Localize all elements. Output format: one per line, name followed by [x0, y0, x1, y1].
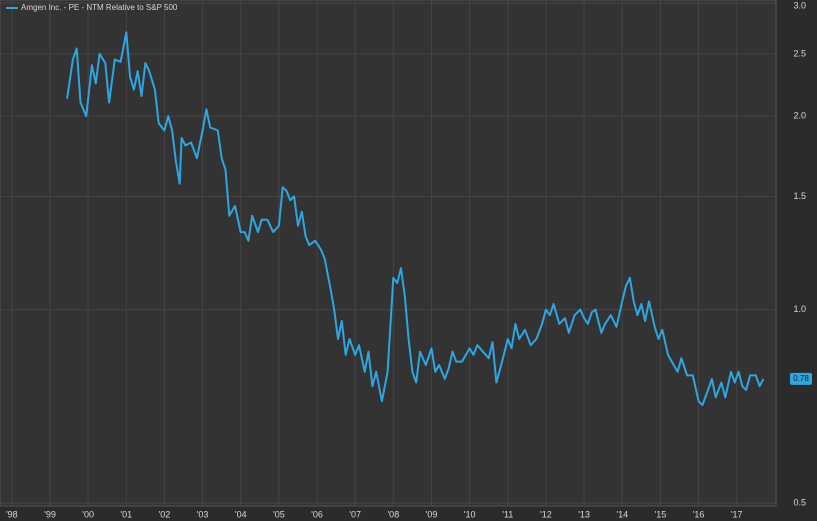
x-tick-label: '15 — [655, 509, 667, 519]
x-tick-label: '11 — [502, 509, 513, 519]
x-tick-label: '00 — [82, 509, 94, 519]
last-value-label: 0.78 — [793, 374, 809, 383]
x-tick-label: '05 — [273, 509, 285, 519]
x-tick-label: '06 — [311, 509, 323, 519]
grid — [0, 0, 776, 506]
last-value-badge — [790, 372, 812, 385]
x-tick-label: '10 — [464, 509, 476, 519]
x-tick-label: '04 — [235, 509, 247, 519]
x-tick-label: '08 — [387, 509, 399, 519]
x-tick-label: '07 — [349, 509, 361, 519]
series — [66, 31, 765, 407]
y-tick-label: 0.5 — [793, 497, 806, 507]
x-tick-label: '09 — [426, 509, 438, 519]
y-tick-label: 2.5 — [793, 48, 806, 58]
data-line — [66, 31, 765, 407]
x-tick-label: '17 — [731, 509, 743, 519]
x-tick-label: '98 — [6, 509, 18, 519]
x-tick-label: '16 — [693, 509, 705, 519]
x-tick-label: '14 — [616, 509, 628, 519]
y-tick-label: 1.0 — [793, 304, 806, 314]
x-tick-label: '12 — [540, 509, 552, 519]
y-tick-label: 1.5 — [793, 191, 806, 201]
y-tick-label: 2.0 — [793, 111, 806, 121]
x-tick-label: '01 — [120, 509, 132, 519]
x-tick-label: '03 — [197, 509, 209, 519]
y-tick-label: 3.0 — [793, 0, 806, 10]
legend-label: Amgen Inc. - PE - NTM Relative to S&P 50… — [21, 3, 178, 12]
x-tick-label: '13 — [578, 509, 590, 519]
plot-area — [0, 0, 777, 507]
x-tick-label: '02 — [159, 509, 171, 519]
x-tick-label: '99 — [44, 509, 56, 519]
